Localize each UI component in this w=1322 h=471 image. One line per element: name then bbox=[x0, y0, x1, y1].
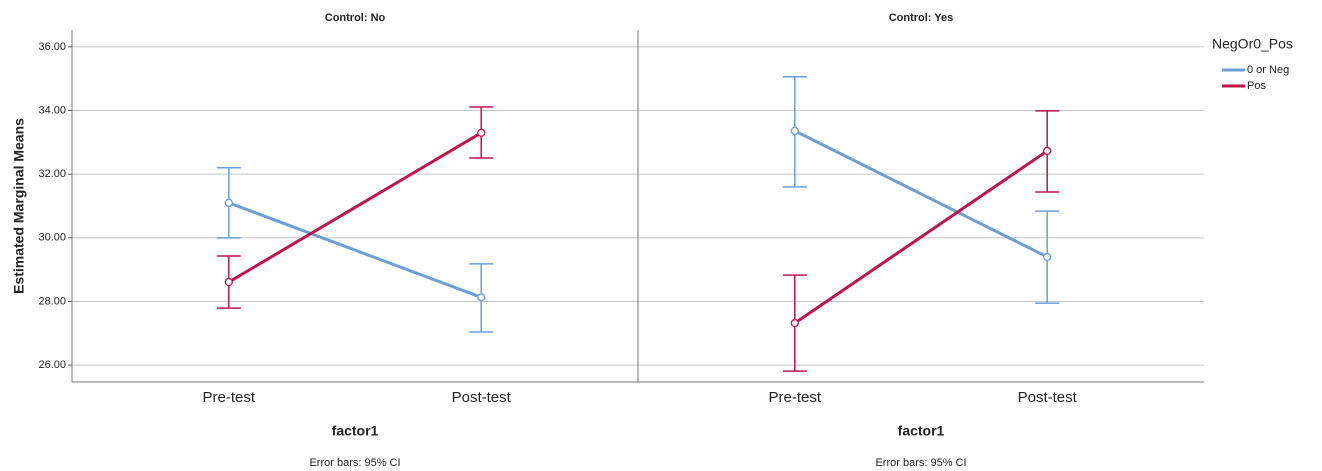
y-tick-label: 36.00 bbox=[38, 41, 66, 53]
y-tick-label: 30.00 bbox=[38, 232, 66, 244]
y-tick-label: 32.00 bbox=[38, 168, 66, 180]
legend-label: 0 or Neg bbox=[1247, 64, 1289, 76]
legend-label: Pos bbox=[1247, 80, 1266, 92]
point bbox=[224, 277, 233, 287]
point bbox=[1043, 252, 1052, 262]
series-line bbox=[793, 149, 1049, 325]
panel-title: Control: Yes bbox=[889, 12, 954, 24]
panel-title: Control: No bbox=[325, 12, 386, 24]
y-tick-label: 28.00 bbox=[38, 295, 66, 307]
x-tick-label: Pre-test bbox=[203, 389, 256, 406]
x-axis-label: factor1 bbox=[898, 423, 945, 439]
x-axis-label: factor1 bbox=[332, 423, 379, 439]
point bbox=[477, 128, 486, 137]
y-tick-label: 34.00 bbox=[38, 104, 66, 116]
y-axis-label: Estimated Marginal Means bbox=[11, 118, 27, 294]
series-line bbox=[794, 129, 1048, 259]
point bbox=[790, 126, 799, 136]
point bbox=[1043, 146, 1052, 156]
point bbox=[224, 198, 233, 207]
x-tick-label: Post-test bbox=[1018, 389, 1078, 406]
legend-title: NegOr0_Pos bbox=[1212, 36, 1293, 52]
point bbox=[477, 293, 486, 302]
series-line bbox=[228, 131, 482, 284]
y-tick-label: 26.00 bbox=[38, 359, 66, 371]
series-line bbox=[228, 201, 482, 299]
x-tick-label: Pre-test bbox=[769, 389, 822, 406]
note: Error bars: 95% CI bbox=[875, 457, 966, 469]
point bbox=[790, 318, 799, 328]
note: Error bars: 95% CI bbox=[309, 457, 400, 469]
x-tick-label: Post-test bbox=[452, 389, 512, 406]
